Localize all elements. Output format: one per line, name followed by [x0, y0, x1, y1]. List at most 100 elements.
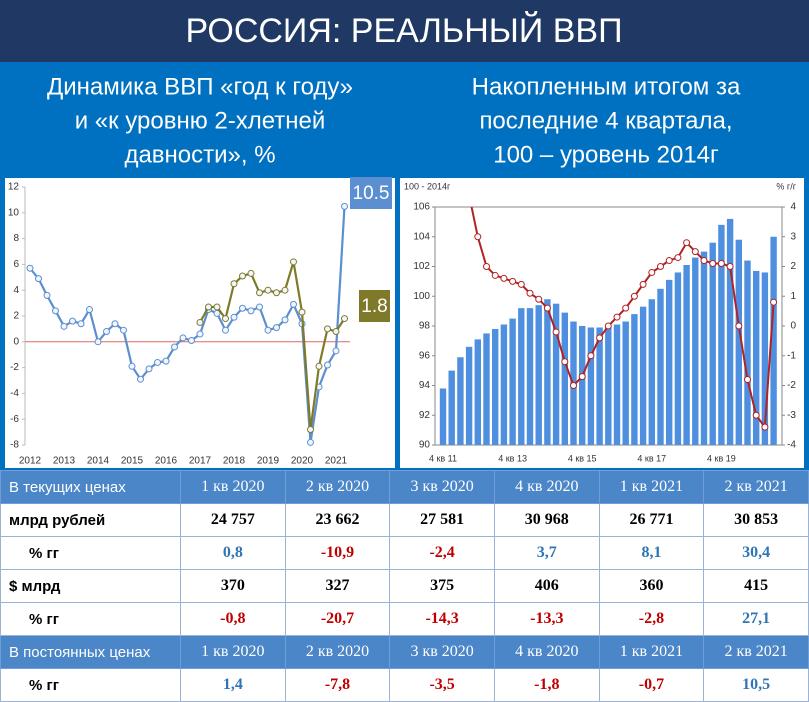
end-label-box: [359, 290, 390, 322]
bar: [474, 339, 481, 445]
header-cell: 1 кв 2021: [598, 470, 705, 504]
cell: 8,1: [598, 536, 705, 570]
bar: [639, 306, 647, 445]
data-point: [535, 295, 543, 303]
data-row: $ млрд 370 327 375 406 360 415: [0, 569, 809, 603]
cell: 23 662: [284, 503, 391, 537]
subtitle: 100 – уровень 2014г: [493, 141, 719, 168]
data-point: [239, 272, 246, 280]
data-point: [281, 316, 289, 324]
cell: 375: [389, 569, 495, 603]
title: РОССИЯ: РЕАЛЬНЫЙ ВВП: [185, 12, 622, 50]
bar: [439, 388, 447, 445]
data-point: [298, 308, 306, 316]
data-point: [230, 313, 238, 321]
bar: [552, 303, 560, 445]
data-point: [341, 202, 348, 210]
data-point: [630, 292, 638, 300]
y-tick-label: 2: [13, 311, 19, 322]
data-point: [111, 320, 119, 328]
data-point: [500, 274, 508, 282]
data-point: [717, 260, 725, 268]
cell: -13,3: [493, 602, 600, 636]
bar: [483, 333, 490, 445]
y2-tick-label: -3: [787, 410, 796, 421]
cell: -20,7: [284, 602, 391, 636]
data-point: [188, 337, 195, 345]
data-point: [761, 423, 769, 431]
y2-tick-label: 1: [790, 291, 796, 302]
data-point: [596, 334, 604, 342]
data-point: [332, 347, 340, 355]
y-tick-label: 98: [419, 321, 431, 332]
cell: % гг: [0, 668, 181, 702]
y-tick-label: 102: [413, 261, 430, 272]
cell: 3,7: [493, 536, 600, 570]
y-tick-label: 92: [419, 410, 431, 421]
header-cell: 2 кв 2021: [703, 635, 809, 669]
bar: [535, 305, 542, 445]
header-row: В постоянных ценах 1 кв 2020 2 кв 2020 3 кв…: [0, 635, 809, 669]
data-point: [307, 438, 314, 446]
x-tick-label: 2020: [291, 456, 314, 467]
header-cell: 1 кв 2021: [598, 635, 705, 669]
cell: 30 968: [493, 503, 600, 537]
data-point: [341, 315, 348, 323]
data-point: [239, 304, 246, 312]
data-point: [154, 358, 161, 366]
x-tick-label: 2013: [53, 456, 76, 467]
y-tick-label: 4: [13, 285, 19, 296]
bar: [648, 299, 655, 445]
subtitle: Накопленным итогом за: [472, 73, 741, 100]
data-row: % гг 1,4 -7,8 -3,5 -1,8 -0,7 10,5: [0, 668, 809, 702]
bar: [744, 260, 751, 445]
bar: [448, 370, 455, 445]
data-point: [674, 254, 682, 262]
cell: 30,4: [703, 536, 809, 570]
data-point: [324, 325, 331, 333]
bar: [761, 272, 769, 445]
data-point: [526, 289, 534, 297]
x-tick-label: 2015: [121, 456, 144, 467]
data-point: [604, 322, 612, 330]
cell: 415: [703, 569, 809, 603]
y-tick-label: -8: [10, 440, 19, 451]
y-tick-label: 94: [419, 380, 431, 391]
data-point: [94, 338, 102, 346]
title-bar: [0, 0, 809, 62]
bar: [509, 318, 516, 445]
x-tick-label: 2012: [19, 456, 42, 467]
cell: 10,5: [703, 668, 809, 702]
data-point: [196, 330, 204, 338]
cell: -14,3: [389, 602, 495, 636]
cell: 27,1: [703, 602, 809, 636]
data-row: % гг -0,8 -20,7 -14,3 -13,3 -2,8 27,1: [0, 602, 809, 636]
cell: -10,9: [284, 536, 391, 570]
bar: [709, 242, 716, 445]
y2-tick-label: 4: [790, 202, 796, 213]
y-tick-label: 106: [413, 202, 430, 213]
x-tick-label: 4 кв 15: [568, 453, 597, 463]
header-cell: 3 кв 2020: [389, 635, 495, 669]
cell: 24 757: [180, 503, 286, 537]
x-tick-label: 4 кв 11: [429, 453, 457, 463]
data-point: [578, 373, 586, 381]
y2-tick-label: -4: [787, 440, 796, 451]
bar: [579, 326, 586, 445]
cell: -1,8: [493, 668, 600, 702]
y-tick-label: 100: [413, 291, 430, 302]
data-point: [273, 324, 280, 332]
bar: [666, 279, 673, 445]
x-tick-label: 4 кв 17: [637, 453, 666, 463]
header-cell: 2 кв 2020: [284, 635, 391, 669]
data-point: [222, 315, 229, 323]
y-tick-label: -4: [10, 388, 19, 399]
data-point: [196, 318, 204, 326]
header-cell: 1 кв 2020: [180, 470, 286, 504]
data-point: [613, 313, 621, 321]
data-row: млрд рублей 24 757 23 662 27 581 30 968 26 77…: [0, 503, 809, 537]
cell: -7,8: [284, 668, 391, 702]
data-point: [290, 258, 297, 266]
bar: [526, 308, 534, 445]
data-point: [273, 289, 280, 297]
